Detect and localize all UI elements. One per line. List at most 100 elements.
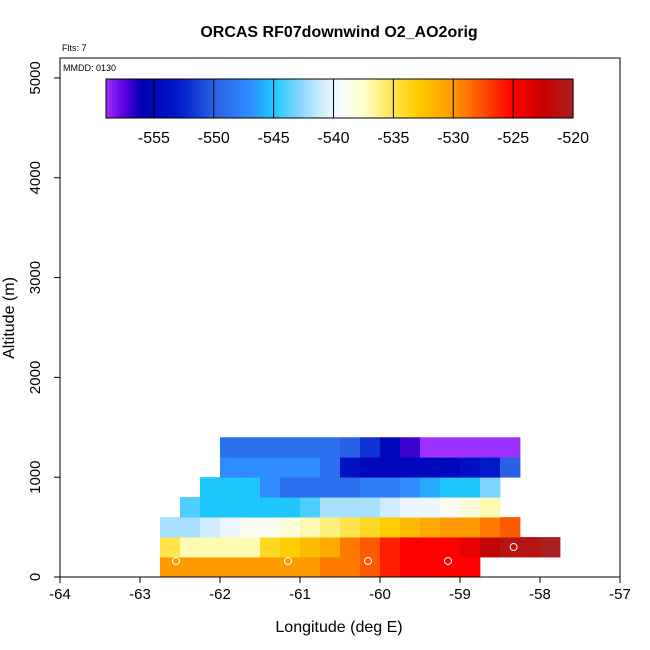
x-tick-label: -60 <box>369 586 391 603</box>
sample-marker <box>444 557 452 566</box>
heatmap-cell <box>420 557 441 578</box>
colorbar-segment <box>276 79 281 118</box>
colorbar-segment <box>426 79 430 118</box>
heatmap-cell <box>260 437 281 458</box>
heatmap-cell <box>420 517 441 538</box>
colorbar-segment <box>126 79 131 118</box>
colorbar-segment <box>348 79 353 118</box>
heatmap-cell <box>340 557 361 578</box>
heatmap-cell <box>260 537 281 558</box>
colorbar-segment <box>201 79 206 118</box>
colorbar-segment <box>192 79 197 118</box>
colorbar-tick-label: -550 <box>198 130 230 147</box>
heatmap-cell <box>460 557 481 578</box>
x-tick-label: -64 <box>49 586 71 603</box>
sample-marker <box>476 422 484 431</box>
colorbar-segment <box>186 79 191 118</box>
colorbar-segment <box>336 79 341 118</box>
heatmap-cell <box>480 437 501 458</box>
colorbar-segment <box>294 79 299 118</box>
colorbar-segment <box>204 79 209 118</box>
colorbar-segment <box>300 79 305 118</box>
heatmap-cell <box>240 557 261 578</box>
colorbar-segment <box>513 79 517 118</box>
heatmap-cell <box>200 477 221 498</box>
heatmap-cell <box>480 517 501 538</box>
colorbar-segment <box>144 79 149 118</box>
heatmap-cell <box>200 557 221 578</box>
colorbar-segment <box>162 79 167 118</box>
colorbar-segment <box>381 79 386 118</box>
plot-frame <box>59 57 621 578</box>
heatmap-cell <box>280 457 301 478</box>
x-tick-label: -59 <box>449 586 471 603</box>
heatmap-cell <box>240 517 261 538</box>
heatmap-cell <box>420 537 441 558</box>
colorbar-segment <box>135 79 140 118</box>
heatmap-cell <box>320 437 341 458</box>
heatmap-cell <box>240 537 261 558</box>
heatmap-cell <box>200 537 221 558</box>
heatmap-cell <box>160 557 181 578</box>
colorbar-segment <box>558 79 562 118</box>
heatmap-cell <box>180 517 201 538</box>
heatmap-cell <box>440 477 461 498</box>
colorbar-segment <box>432 79 436 118</box>
heatmap-cell <box>160 537 181 558</box>
heatmap-cell <box>260 497 281 518</box>
colorbar-segment <box>342 79 347 118</box>
colorbar-segment <box>435 79 439 118</box>
colorbar-segment <box>207 79 212 118</box>
heatmap-cell <box>240 497 261 518</box>
colorbar-segment <box>138 79 143 118</box>
heatmap-cell <box>500 517 521 538</box>
colorbar-segment <box>528 79 532 118</box>
colorbar-segment <box>129 79 134 118</box>
heatmap-cell <box>340 457 361 478</box>
colorbar-segment <box>243 79 248 118</box>
colorbar-segment <box>321 79 326 118</box>
heatmap-cell <box>500 437 521 458</box>
colorbar-segment <box>564 79 568 118</box>
heatmap-cell <box>440 517 461 538</box>
y-tick-label: 5000 <box>27 61 44 94</box>
colorbar-segment <box>549 79 553 118</box>
y-tick-label: 1000 <box>27 461 44 494</box>
colorbar-segment <box>414 79 418 118</box>
heatmap-cell <box>220 517 241 538</box>
colorbar-segment <box>387 79 391 118</box>
heatmap-cell <box>200 517 221 538</box>
heatmap-cell <box>220 457 241 478</box>
heatmap-cell <box>400 477 421 498</box>
colorbar-segment <box>288 79 293 118</box>
x-tick-label: -62 <box>209 586 231 603</box>
x-tick-label: -58 <box>529 586 551 603</box>
colorbar-segment <box>552 79 556 118</box>
colorbar-segment <box>252 79 257 118</box>
colorbar-segment <box>567 79 571 118</box>
heatmap-cell <box>260 457 281 478</box>
colorbar-segment <box>120 79 125 118</box>
heatmap-cell <box>360 497 381 518</box>
colorbar-segment <box>480 79 484 118</box>
colorbar-segment <box>393 79 397 118</box>
colorbar-segment <box>375 79 380 118</box>
heatmap-cell <box>400 537 421 558</box>
colorbar-segment <box>492 79 496 118</box>
colorbar-tick-label: -555 <box>138 130 170 147</box>
chart-title: ORCAS RF07downwind O2_AO2orig <box>200 24 477 41</box>
colorbar-tick-label: -525 <box>497 130 529 147</box>
heatmap-cell <box>280 497 301 518</box>
heatmap-cell <box>300 517 321 538</box>
heatmap-cell <box>400 497 421 518</box>
colorbar-segment <box>447 79 451 118</box>
heatmap-cell <box>240 477 261 498</box>
colorbar-segment <box>420 79 424 118</box>
heatmap-cell <box>480 537 501 558</box>
colorbar-segment <box>195 79 200 118</box>
heatmap-cell <box>480 497 501 518</box>
colorbar-segment <box>357 79 362 118</box>
colorbar-segment <box>504 79 508 118</box>
colorbar-segment <box>546 79 550 118</box>
